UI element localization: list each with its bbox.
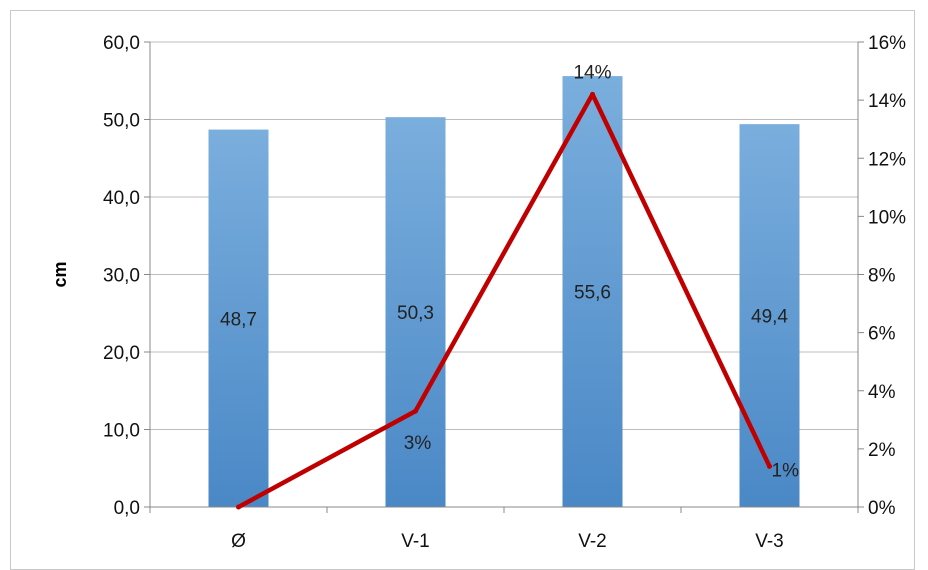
bar xyxy=(385,117,446,508)
bar xyxy=(739,124,800,508)
y2-tick-label: 12% xyxy=(868,149,906,170)
line-point xyxy=(767,463,772,469)
bar xyxy=(562,76,623,507)
line-point xyxy=(413,408,418,414)
line-point xyxy=(590,91,595,97)
y2-tick-label: 14% xyxy=(868,91,906,112)
axes: 0,0 10,0 20,0 30,0 40,0 50,0 60,0 0% 2% 4% 6% 8% 10%… xyxy=(103,33,906,552)
data-labels: 48,7 50,3 55,6 49,4 3% 14% 1% xyxy=(220,62,799,481)
y-tick-label: 0,0 xyxy=(114,498,140,519)
bar-value-label: 49,4 xyxy=(751,307,788,328)
x-tick-label: V-2 xyxy=(578,531,607,552)
y2-tick-label: 2% xyxy=(868,440,896,461)
y-tick-label: 10,0 xyxy=(103,421,140,442)
bar-value-label: 48,7 xyxy=(220,309,257,330)
y2-tick-label: 16% xyxy=(868,33,906,54)
y-tick-label: 20,0 xyxy=(103,343,140,364)
line-point xyxy=(236,504,241,510)
line-value-label: 3% xyxy=(404,433,432,454)
y-tick-label: 30,0 xyxy=(103,266,140,287)
y2-tick-label: 0% xyxy=(868,498,896,519)
bar xyxy=(208,129,269,507)
y-tick-label: 50,0 xyxy=(103,111,140,132)
y2-tick-label: 4% xyxy=(868,382,896,403)
bar-value-label: 55,6 xyxy=(574,283,611,304)
y2-tick-label: 8% xyxy=(868,266,896,287)
y-tick-label: 60,0 xyxy=(103,33,140,54)
bar-series xyxy=(208,76,800,508)
x-tick-label: Ø xyxy=(231,531,246,552)
line-value-label: 14% xyxy=(573,62,611,83)
line-series-path xyxy=(236,92,772,510)
bar-value-label: 50,3 xyxy=(397,303,434,324)
y2-tick-label: 6% xyxy=(868,324,896,345)
x-tick-label: V-1 xyxy=(401,531,430,552)
y2-tick-label: 10% xyxy=(868,207,906,228)
y-axis-title: cm xyxy=(50,261,70,287)
line-series xyxy=(236,91,772,510)
y-tick-label: 40,0 xyxy=(103,188,140,209)
line-value-label: 1% xyxy=(772,460,800,481)
x-tick-label: V-3 xyxy=(755,531,784,552)
